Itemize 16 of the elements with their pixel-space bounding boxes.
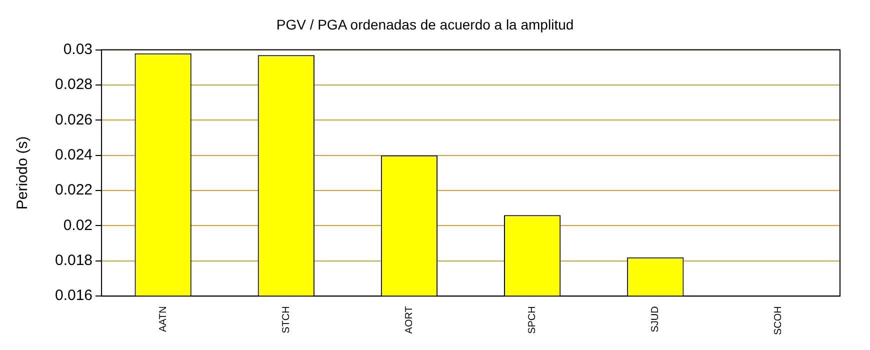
y-tick-label: 0.026 (54, 111, 93, 128)
x-tick-label: AORT (404, 306, 415, 334)
y-tick-label: 0.03 (63, 40, 93, 58)
y-tick-label: 0.02 (63, 216, 93, 234)
x-tick-label: SCOH (773, 306, 784, 336)
chart-title: PGV / PGA ordenadas de acuerdo a la amplitud (276, 16, 574, 32)
y-axis-title: Periodo (s) (14, 136, 32, 210)
y-tick-label: 0.028 (54, 76, 93, 94)
y-tick-label: 0.022 (54, 182, 93, 199)
x-tick-label: SPCH (527, 306, 538, 334)
x-tick-label: AATN (158, 306, 169, 332)
y-tick-label: 0.016 (54, 287, 93, 304)
y-tick-label: 0.018 (54, 252, 93, 270)
x-tick-label: STCH (280, 306, 292, 334)
x-tick-label: SJUD (650, 306, 662, 332)
y-tick-label: 0.024 (54, 146, 93, 164)
